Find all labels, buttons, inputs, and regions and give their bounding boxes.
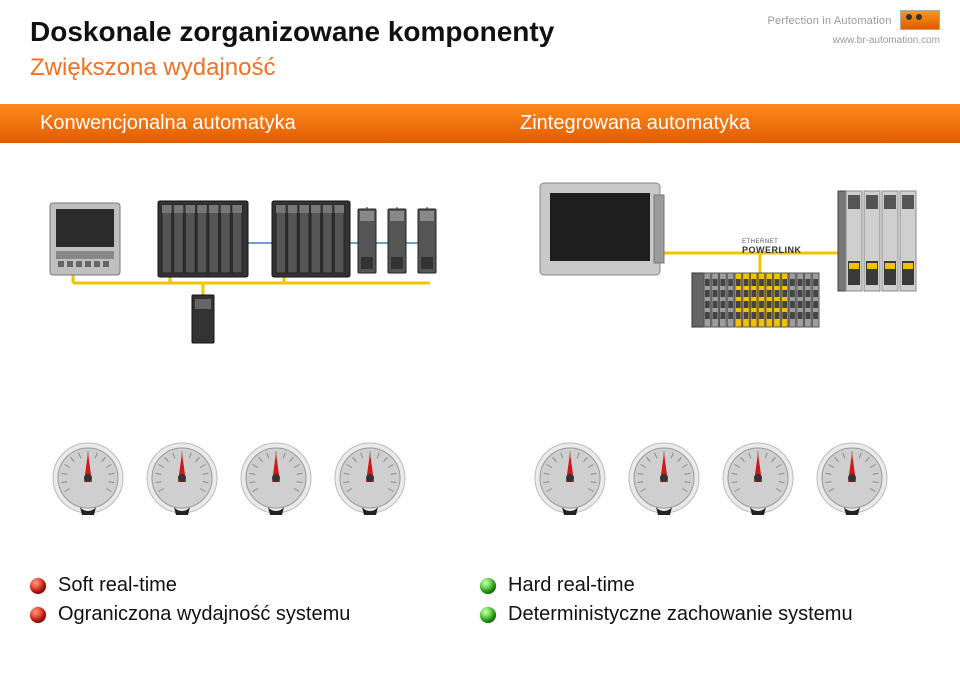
legend: Soft real-time Ograniczona wydajność sys… [30,568,930,632]
legend-text: Deterministyczne zachowanie systemu [508,603,853,626]
legend-text: Hard real-time [508,574,635,597]
brand-logo: Perfection in Automation www.br-automati… [768,10,941,48]
legend-text: Ograniczona wydajność systemu [58,603,350,626]
brand-tagline: Perfection in Automation [768,15,892,27]
brand-icon [900,10,940,30]
topology-diagram: ETHERNETPOWERLINK [0,143,960,523]
svg-text:POWERLINK: POWERLINK [742,245,802,255]
legend-left: Soft real-time Ograniczona wydajność sys… [30,568,480,632]
status-dot-red [30,578,46,594]
brand-url: www.br-automation.com [833,35,940,46]
legend-item: Ograniczona wydajność systemu [30,603,480,626]
status-dot-green [480,607,496,623]
header: Doskonale zorganizowane komponenty Zwięk… [0,0,960,100]
status-dot-red [30,607,46,623]
status-dot-green [480,578,496,594]
column-headers: Konwencjonalna automatyka Zintegrowana a… [0,104,960,143]
right-column-header: Zintegrowana automatyka [480,104,960,143]
left-column-header: Konwencjonalna automatyka [0,104,480,143]
legend-text: Soft real-time [58,574,177,597]
diagram-stage: ETHERNETPOWERLINK [0,143,960,523]
legend-right: Hard real-time Deterministyczne zachowan… [480,568,930,632]
legend-item: Hard real-time [480,574,930,597]
legend-item: Soft real-time [30,574,480,597]
page-subtitle: Zwiększona wydajność [30,54,930,82]
legend-item: Deterministyczne zachowanie systemu [480,603,930,626]
